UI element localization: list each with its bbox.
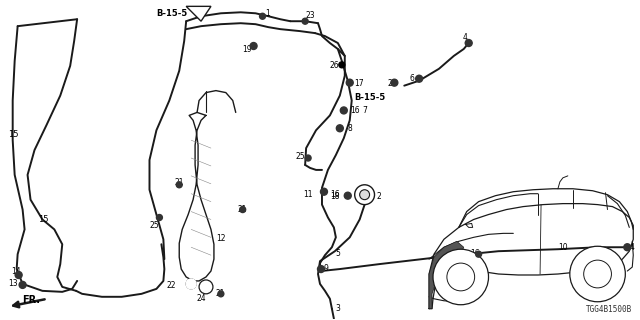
Circle shape <box>186 279 196 289</box>
Text: 21: 21 <box>237 204 247 214</box>
Circle shape <box>391 79 398 86</box>
Text: 16: 16 <box>349 107 360 116</box>
Circle shape <box>624 244 631 251</box>
Text: 10: 10 <box>558 243 568 252</box>
Text: 26: 26 <box>330 61 340 70</box>
Circle shape <box>250 43 257 50</box>
Circle shape <box>476 251 481 257</box>
Text: 16: 16 <box>470 249 480 258</box>
Polygon shape <box>429 241 464 309</box>
Circle shape <box>465 40 472 46</box>
Text: 7: 7 <box>363 107 367 116</box>
Circle shape <box>433 249 488 305</box>
Text: B-15-5: B-15-5 <box>156 9 188 18</box>
Circle shape <box>186 279 196 289</box>
Circle shape <box>321 188 328 195</box>
Text: TGG4B1500B: TGG4B1500B <box>586 305 632 314</box>
Polygon shape <box>186 6 211 21</box>
Text: 6: 6 <box>409 74 414 83</box>
Text: 17: 17 <box>355 79 364 88</box>
Text: 21: 21 <box>216 289 225 298</box>
Circle shape <box>447 263 475 291</box>
Circle shape <box>156 214 163 220</box>
Circle shape <box>360 190 369 200</box>
Text: 23: 23 <box>305 11 315 20</box>
Text: 11: 11 <box>303 190 313 199</box>
Text: FR.: FR. <box>22 295 40 305</box>
Circle shape <box>317 266 324 273</box>
Circle shape <box>344 192 351 199</box>
Circle shape <box>302 18 308 24</box>
Text: 18: 18 <box>330 192 339 201</box>
Text: 14: 14 <box>11 267 20 276</box>
Text: 2: 2 <box>376 192 381 201</box>
Text: B-15-5: B-15-5 <box>355 92 386 101</box>
Circle shape <box>337 125 343 132</box>
Text: 15: 15 <box>8 130 18 139</box>
Circle shape <box>340 107 348 114</box>
Circle shape <box>339 62 345 68</box>
Circle shape <box>199 280 213 294</box>
Circle shape <box>260 13 266 19</box>
Circle shape <box>19 281 26 288</box>
Circle shape <box>218 291 224 297</box>
Text: 1: 1 <box>266 9 270 18</box>
Text: 25: 25 <box>150 221 159 230</box>
Circle shape <box>570 246 625 302</box>
Text: 16: 16 <box>330 190 340 199</box>
Text: 21: 21 <box>174 178 184 187</box>
Text: 24: 24 <box>196 294 205 303</box>
Circle shape <box>355 185 374 204</box>
Text: 19: 19 <box>243 45 252 54</box>
Text: 9: 9 <box>324 264 329 273</box>
Circle shape <box>15 272 22 278</box>
Text: 4: 4 <box>463 33 468 42</box>
Text: 3: 3 <box>336 304 340 313</box>
Text: 13: 13 <box>8 279 17 288</box>
Text: 25: 25 <box>295 152 305 161</box>
Circle shape <box>305 155 311 161</box>
Text: 22: 22 <box>166 281 176 290</box>
Text: 20: 20 <box>387 79 397 88</box>
Circle shape <box>240 207 246 212</box>
Text: 4: 4 <box>629 243 634 252</box>
Circle shape <box>176 182 182 188</box>
Text: 5: 5 <box>335 249 340 258</box>
Text: 8: 8 <box>348 124 353 133</box>
Text: 12: 12 <box>216 234 225 243</box>
Circle shape <box>346 79 353 86</box>
Text: 15: 15 <box>38 214 49 224</box>
Circle shape <box>584 260 611 288</box>
Circle shape <box>415 75 422 82</box>
